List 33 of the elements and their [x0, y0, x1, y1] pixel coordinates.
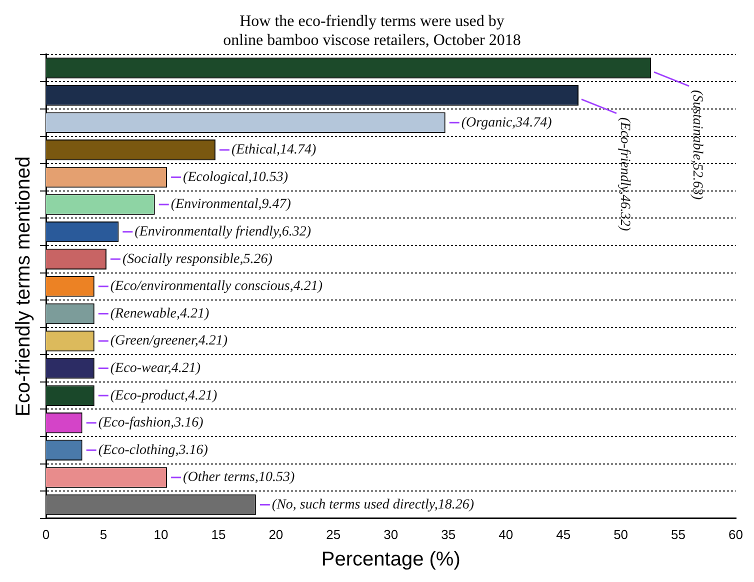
x-tick-label: 60	[728, 526, 744, 542]
chart-title: How the eco-friendly terms were used by online bamboo viscose retailers, October 2018	[223, 12, 521, 50]
x-tick-label: 30	[384, 526, 398, 542]
data-label: (Environmental,9.47)	[170, 197, 292, 212]
data-label: (Eco-wear,4.21)	[110, 360, 201, 376]
data-label: (Ethical,14.74)	[231, 142, 317, 158]
x-tick-label: 35	[441, 526, 456, 542]
x-tick-label: 55	[671, 526, 686, 542]
x-tick-label: 15	[211, 526, 226, 542]
data-label: (Eco-friendly,46.32)	[616, 117, 632, 232]
x-axis-title: Percentage (%)	[321, 548, 460, 571]
x-tick-label: 45	[556, 526, 571, 542]
data-label: (Environmentally friendly,6.32)	[134, 224, 312, 240]
x-tick-label: 40	[498, 526, 514, 542]
data-label: (Socially responsible,5.26)	[122, 252, 273, 267]
data-label: (Other terms,10.53)	[183, 470, 295, 486]
y-axis-title: Eco-friendly terms mentioned	[12, 156, 35, 416]
x-tick-label: 0	[42, 526, 50, 542]
data-label: (Eco-fashion,3.16)	[98, 416, 204, 431]
x-tick-label: 5	[100, 526, 108, 542]
x-tick-label: 10	[154, 526, 168, 542]
data-label: (Eco-product,4.21)	[110, 388, 218, 404]
x-tick-label: 50	[614, 526, 628, 542]
data-label: (Renewable,4.21)	[110, 306, 210, 322]
data-label: (Green/greener,4.21)	[110, 334, 228, 349]
x-tick-label: 20	[268, 526, 284, 542]
data-label: (Ecological,10.53)	[183, 170, 288, 185]
data-label: (Eco-clothing,3.16)	[98, 442, 208, 458]
x-tick-label: 25	[326, 526, 341, 542]
data-label: (Sustainable,52.63)	[689, 90, 704, 200]
data-label: (No, such terms used directly,18.26)	[272, 497, 474, 512]
data-label: (Eco/environmentally conscious,4.21)	[110, 279, 323, 294]
data-label: (Organic,34.74)	[461, 115, 552, 130]
